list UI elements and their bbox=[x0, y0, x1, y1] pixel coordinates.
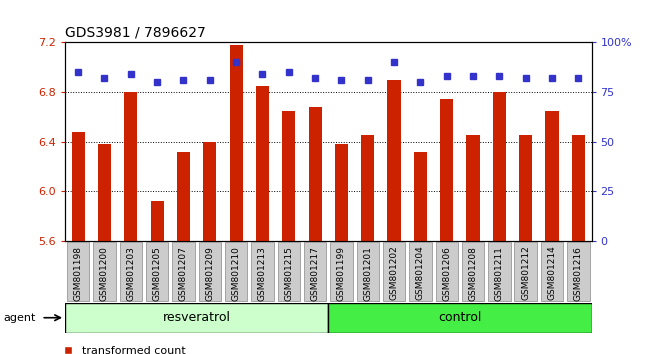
Text: GSM801213: GSM801213 bbox=[258, 246, 267, 301]
Text: resveratrol: resveratrol bbox=[162, 311, 231, 324]
Text: GSM801200: GSM801200 bbox=[100, 246, 109, 301]
Bar bbox=[440, 99, 453, 241]
Bar bbox=[65, 303, 328, 333]
Bar bbox=[203, 142, 216, 241]
Text: GSM801215: GSM801215 bbox=[284, 246, 293, 301]
Text: control: control bbox=[438, 311, 482, 324]
FancyBboxPatch shape bbox=[436, 242, 458, 302]
Bar bbox=[72, 132, 84, 241]
FancyBboxPatch shape bbox=[172, 242, 194, 302]
Text: GSM801201: GSM801201 bbox=[363, 246, 372, 301]
Bar bbox=[177, 152, 190, 241]
Bar bbox=[98, 144, 111, 241]
FancyBboxPatch shape bbox=[330, 242, 352, 302]
FancyBboxPatch shape bbox=[94, 242, 116, 302]
Text: GSM801198: GSM801198 bbox=[73, 246, 83, 301]
Bar bbox=[414, 152, 427, 241]
Bar bbox=[309, 107, 322, 241]
FancyBboxPatch shape bbox=[304, 242, 326, 302]
FancyBboxPatch shape bbox=[541, 242, 563, 302]
Text: GSM801214: GSM801214 bbox=[547, 246, 556, 301]
Text: GSM801204: GSM801204 bbox=[416, 246, 425, 301]
Bar bbox=[493, 92, 506, 241]
FancyBboxPatch shape bbox=[120, 242, 142, 302]
FancyBboxPatch shape bbox=[357, 242, 379, 302]
FancyBboxPatch shape bbox=[146, 242, 168, 302]
Bar bbox=[151, 201, 164, 241]
Text: GSM801207: GSM801207 bbox=[179, 246, 188, 301]
FancyBboxPatch shape bbox=[252, 242, 274, 302]
FancyBboxPatch shape bbox=[383, 242, 405, 302]
Bar bbox=[229, 45, 242, 241]
Text: GSM801212: GSM801212 bbox=[521, 246, 530, 301]
Text: GSM801216: GSM801216 bbox=[574, 246, 583, 301]
Text: GSM801205: GSM801205 bbox=[153, 246, 162, 301]
Text: GSM801210: GSM801210 bbox=[231, 246, 240, 301]
Text: GDS3981 / 7896627: GDS3981 / 7896627 bbox=[65, 26, 206, 40]
FancyBboxPatch shape bbox=[410, 242, 432, 302]
Text: agent: agent bbox=[3, 313, 36, 323]
Text: GSM801206: GSM801206 bbox=[442, 246, 451, 301]
FancyBboxPatch shape bbox=[515, 242, 537, 302]
Bar bbox=[467, 136, 480, 241]
Bar bbox=[545, 111, 558, 241]
Bar bbox=[335, 144, 348, 241]
Bar bbox=[519, 136, 532, 241]
Text: GSM801211: GSM801211 bbox=[495, 246, 504, 301]
Legend: transformed count, percentile rank within the sample: transformed count, percentile rank withi… bbox=[58, 342, 274, 354]
Bar bbox=[256, 86, 269, 241]
Bar bbox=[361, 136, 374, 241]
FancyBboxPatch shape bbox=[225, 242, 247, 302]
Bar bbox=[282, 111, 295, 241]
Bar bbox=[124, 92, 137, 241]
Text: GSM801202: GSM801202 bbox=[389, 246, 398, 301]
Bar bbox=[572, 136, 585, 241]
FancyBboxPatch shape bbox=[199, 242, 221, 302]
Text: GSM801203: GSM801203 bbox=[126, 246, 135, 301]
Text: GSM801208: GSM801208 bbox=[469, 246, 478, 301]
FancyBboxPatch shape bbox=[67, 242, 89, 302]
FancyBboxPatch shape bbox=[488, 242, 510, 302]
FancyBboxPatch shape bbox=[278, 242, 300, 302]
Text: GSM801199: GSM801199 bbox=[337, 246, 346, 301]
Text: GSM801209: GSM801209 bbox=[205, 246, 214, 301]
Text: GSM801217: GSM801217 bbox=[311, 246, 320, 301]
Bar bbox=[328, 303, 592, 333]
Bar bbox=[387, 80, 400, 241]
FancyBboxPatch shape bbox=[462, 242, 484, 302]
FancyBboxPatch shape bbox=[567, 242, 590, 302]
